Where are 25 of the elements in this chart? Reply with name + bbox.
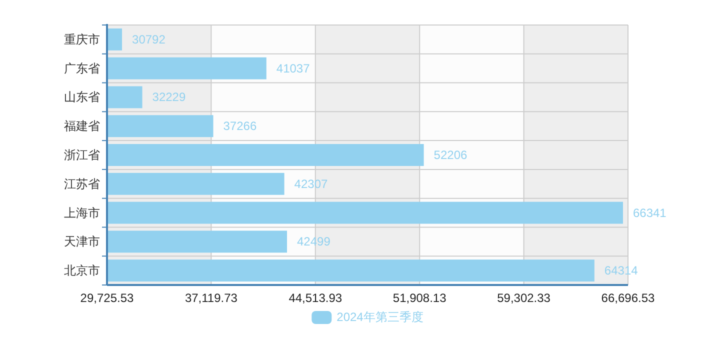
data-label: 52206 bbox=[434, 148, 468, 162]
data-label: 64314 bbox=[604, 264, 638, 278]
y-tick-label: 江苏省 bbox=[64, 176, 100, 191]
data-label: 42499 bbox=[297, 234, 331, 249]
y-tick-label: 福建省 bbox=[64, 119, 100, 134]
data-label: 37266 bbox=[223, 119, 257, 134]
x-tick-label: 51,908.13 bbox=[392, 291, 447, 305]
data-label: 42307 bbox=[294, 176, 328, 191]
data-label: 66341 bbox=[632, 206, 667, 220]
x-tick-label: 59,302.33 bbox=[497, 291, 551, 305]
legend-label: 2024年第三季度 bbox=[336, 310, 424, 324]
y-tick-label: 重庆市 bbox=[64, 32, 100, 46]
x-tick-label: 44,513.93 bbox=[288, 291, 342, 305]
y-tick-label: 北京市 bbox=[64, 264, 100, 278]
y-tick-label: 天津市 bbox=[64, 234, 100, 249]
x-tick-label: 66,696.53 bbox=[601, 291, 656, 305]
data-label: 41037 bbox=[276, 61, 310, 76]
data-label: 30792 bbox=[132, 32, 166, 46]
y-tick-label: 山东省 bbox=[64, 90, 100, 104]
y-tick-label: 广东省 bbox=[64, 61, 100, 76]
x-tick-label: 29,725.53 bbox=[80, 291, 134, 305]
data-label: 32229 bbox=[152, 90, 186, 104]
y-tick-label: 浙江省 bbox=[64, 148, 100, 162]
y-tick-label: 上海市 bbox=[64, 206, 100, 220]
x-tick-label: 37,119.73 bbox=[184, 291, 238, 305]
